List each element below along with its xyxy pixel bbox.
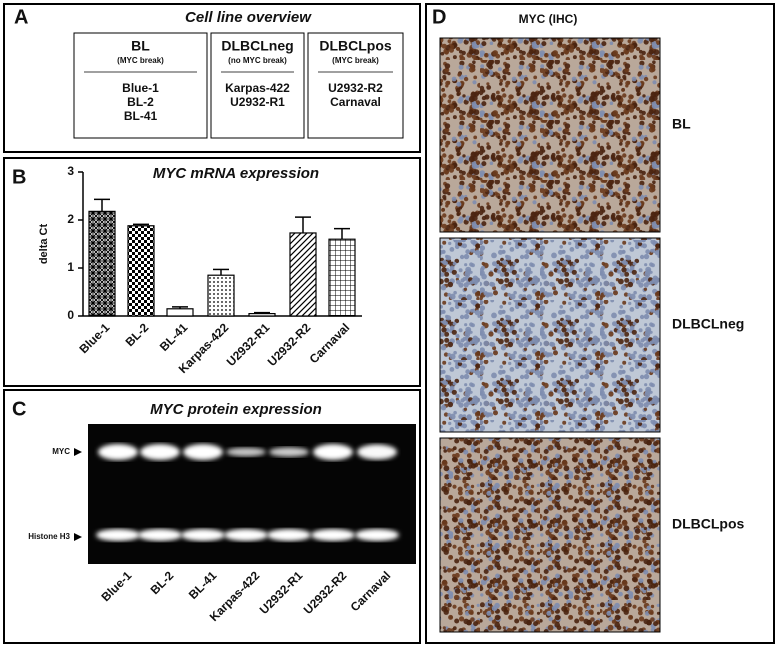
- cell-line: U2932-R1: [230, 95, 285, 109]
- cell-line: Carnaval: [330, 95, 381, 109]
- blot: [88, 424, 416, 564]
- band: [355, 529, 399, 541]
- band: [140, 444, 180, 460]
- panel-frame: [3, 3, 421, 153]
- band-label: MYC: [52, 447, 70, 456]
- x-tick-label: Blue-1: [77, 320, 113, 356]
- x-tick-label: BL-41: [157, 320, 191, 354]
- cell-line: Karpas-422: [225, 81, 290, 95]
- panel-letter: C: [12, 398, 26, 420]
- y-tick-label: 3: [67, 164, 74, 178]
- band: [311, 529, 355, 541]
- panel-title: Cell line overview: [185, 9, 312, 26]
- band: [183, 444, 223, 460]
- group-note: (no MYC break): [228, 56, 287, 65]
- group-name: DLBCLpos: [319, 38, 392, 54]
- arrow: [74, 448, 82, 456]
- group-name: DLBCLneg: [221, 38, 293, 54]
- panel-title: MYC (IHC): [519, 12, 578, 26]
- y-tick-label: 2: [67, 212, 74, 226]
- cell-line: U2932-R2: [328, 81, 383, 95]
- bar: [289, 232, 317, 317]
- lane-label: Blue-1: [99, 568, 135, 604]
- panel-letter: A: [14, 6, 28, 28]
- panel-letter: B: [12, 166, 26, 188]
- image-label: DLBCLneg: [672, 316, 744, 332]
- lane-label: U2932-R1: [257, 568, 306, 617]
- band: [96, 529, 140, 541]
- lane-label: U2932-R2: [301, 568, 350, 617]
- x-tick-label: BL-2: [123, 320, 152, 349]
- bar: [328, 238, 356, 317]
- image-label: DLBCLpos: [672, 516, 745, 532]
- cell-line: BL-2: [127, 95, 154, 109]
- lane-label: BL-2: [148, 568, 177, 597]
- x-tick-label: U2932-R1: [224, 320, 273, 369]
- group-box: [307, 32, 404, 139]
- bar: [248, 313, 276, 317]
- bar: [127, 225, 155, 317]
- panel-frame: [3, 157, 421, 387]
- group-box: [73, 32, 208, 139]
- lane-label: BL-41: [186, 568, 220, 602]
- ihc-image: [439, 437, 661, 633]
- band: [226, 447, 266, 457]
- panel-frame: [425, 3, 775, 644]
- x-tick-label: Carnaval: [307, 320, 353, 366]
- band-label: Histone H3: [28, 532, 70, 541]
- ihc-image: [439, 237, 661, 433]
- panel-frame: [3, 389, 421, 644]
- lane-label: Carnaval: [348, 568, 394, 614]
- panel-title: MYC protein expression: [150, 401, 322, 418]
- y-axis-label: delta Ct: [38, 223, 50, 264]
- group-note: (MYC break): [332, 56, 379, 65]
- cell-line: Blue-1: [122, 81, 159, 95]
- group-box: [210, 32, 305, 139]
- band: [181, 529, 225, 541]
- band: [224, 529, 268, 541]
- cell-line: BL-41: [124, 109, 158, 123]
- bar: [207, 274, 235, 317]
- bar: [166, 308, 194, 317]
- chart-title: MYC mRNA expression: [153, 165, 319, 182]
- y-tick-label: 1: [67, 260, 74, 274]
- y-tick-label: 0: [67, 308, 74, 322]
- panel-letter: D: [432, 6, 446, 28]
- x-tick-label: U2932-R2: [265, 320, 314, 369]
- bar: [88, 210, 116, 317]
- band: [269, 447, 309, 457]
- group-note: (MYC break): [117, 56, 164, 65]
- image-label: BL: [672, 116, 691, 132]
- band: [267, 529, 311, 541]
- band: [138, 529, 182, 541]
- group-name: BL: [131, 38, 150, 54]
- band: [313, 444, 353, 460]
- ihc-image: [439, 37, 661, 233]
- band: [98, 444, 138, 460]
- band: [357, 444, 397, 460]
- arrow: [74, 533, 82, 541]
